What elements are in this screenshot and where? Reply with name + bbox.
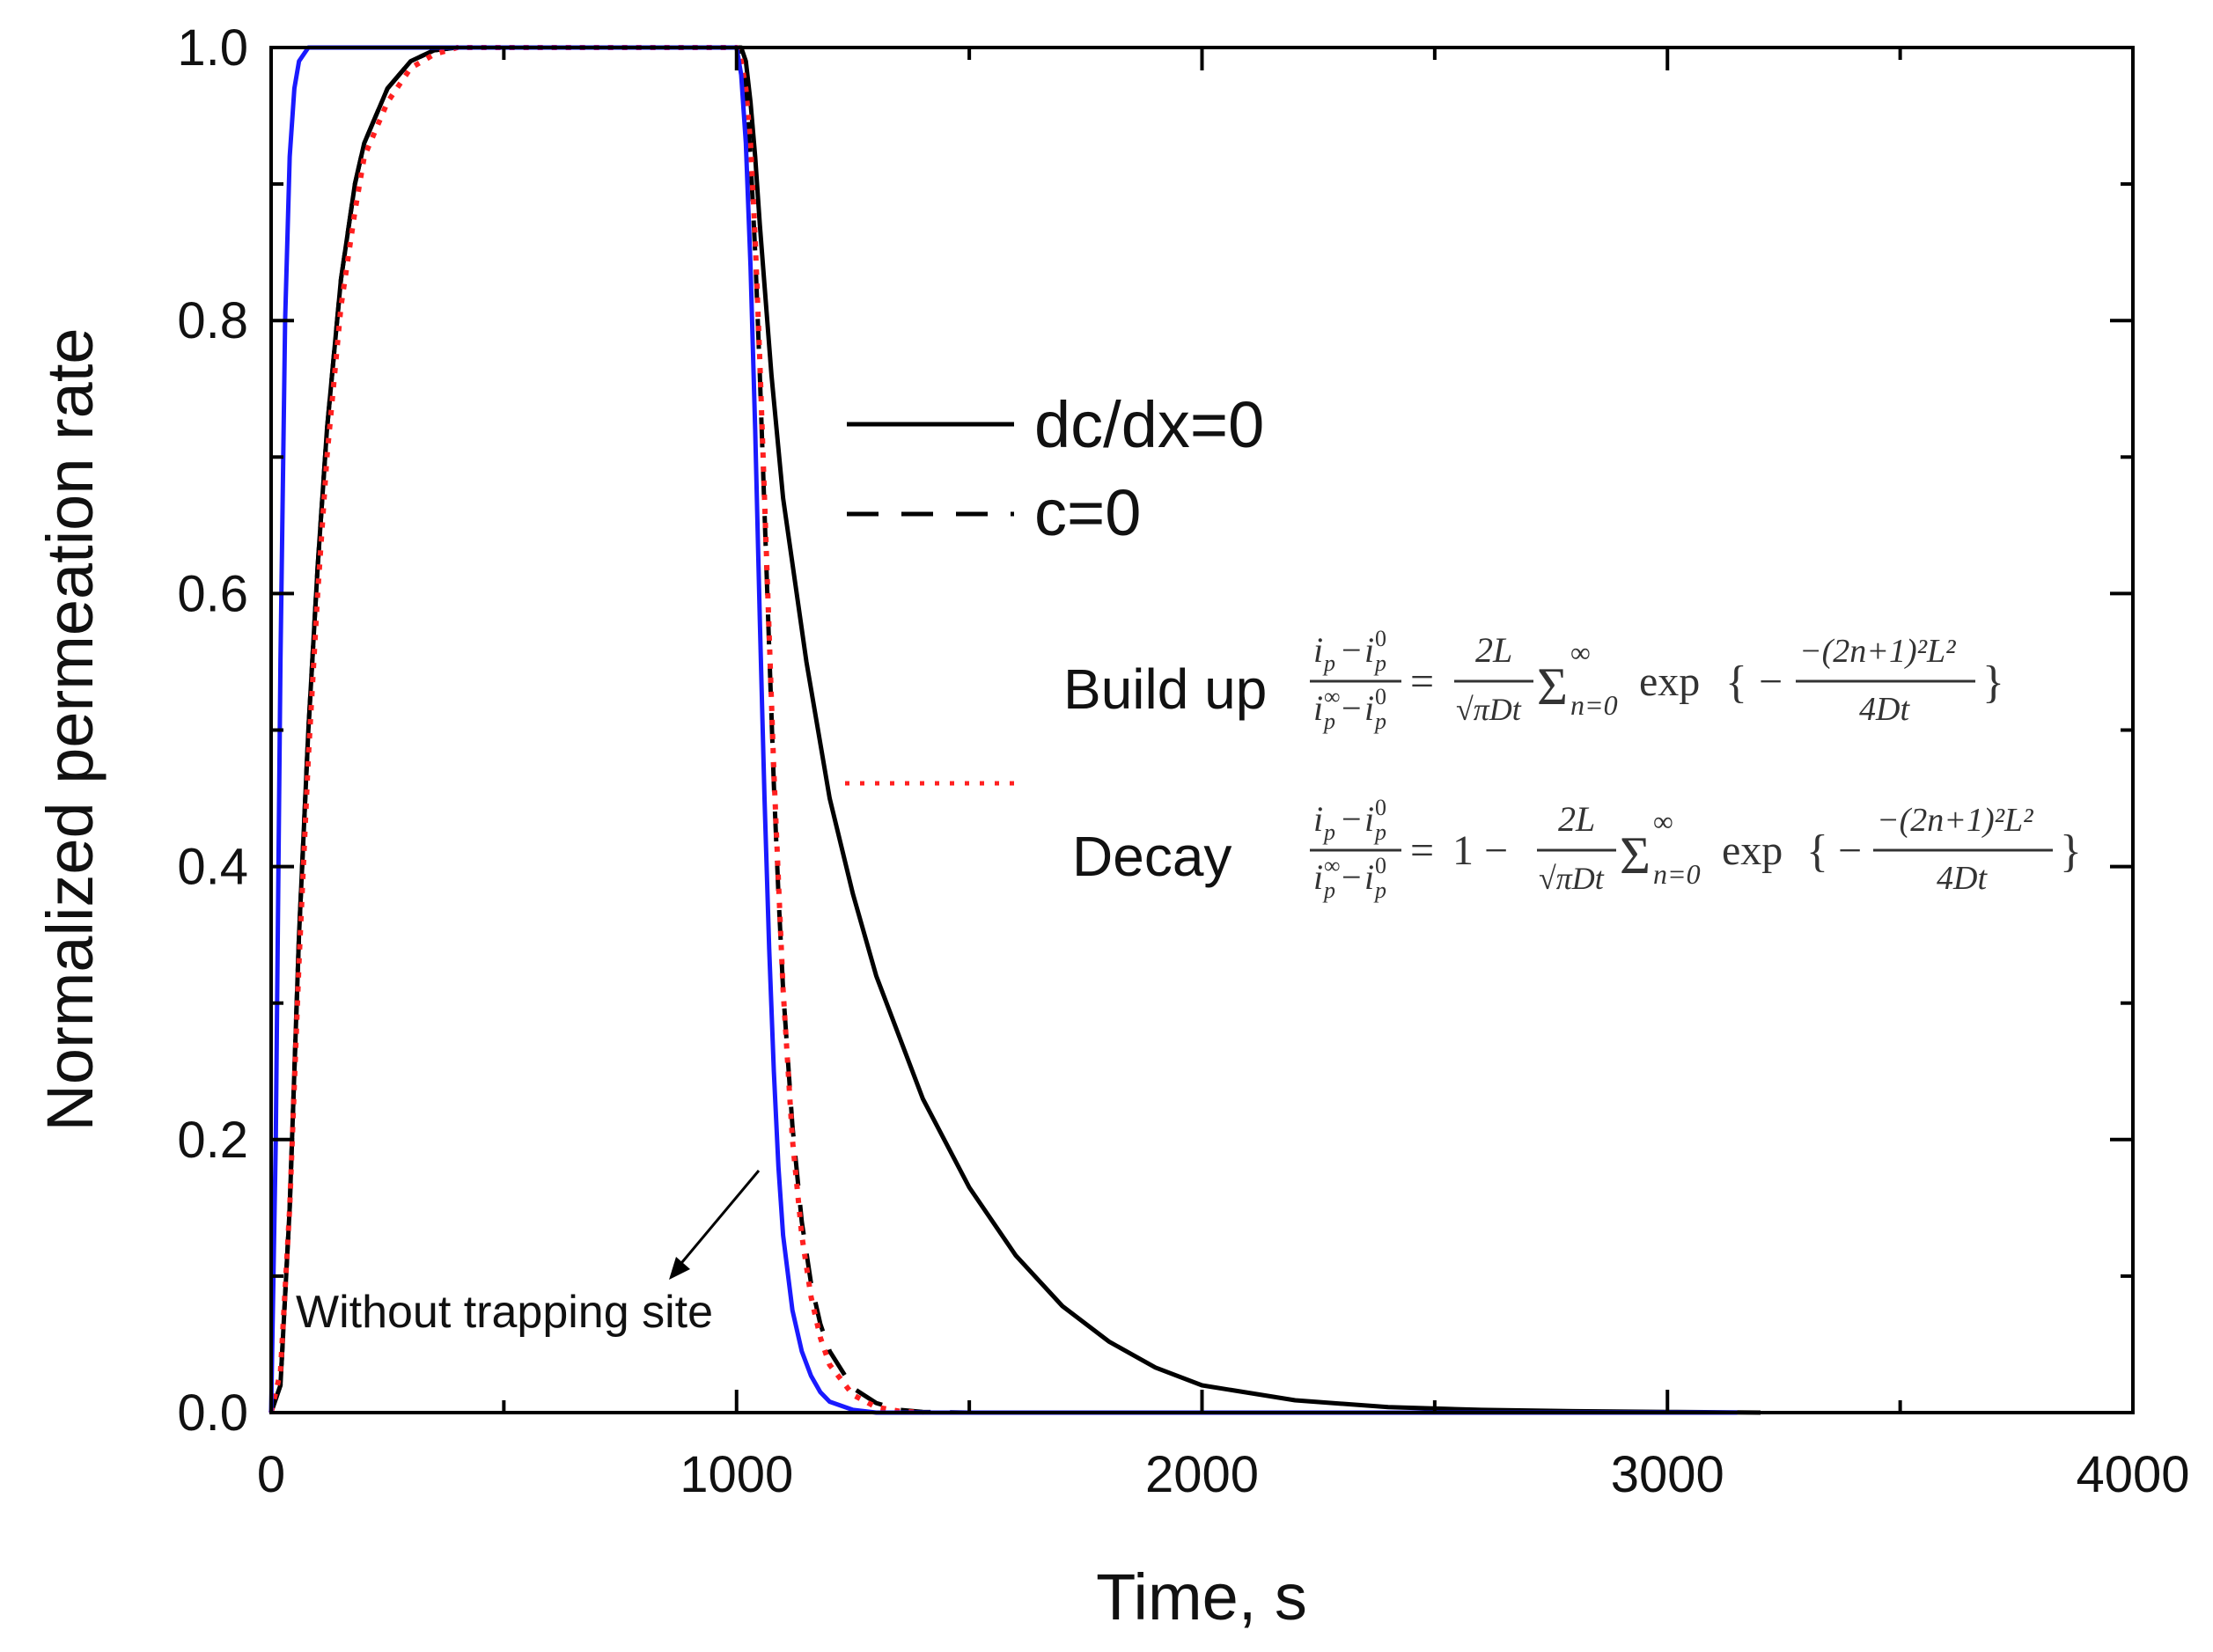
axis-tick-labels: 0 1000 2000 3000 4000 0.0 0.2 0.4 0.6 0.8 1.0 bbox=[177, 19, 2189, 1503]
y-axis-title: Normalized permeation rate bbox=[33, 327, 107, 1131]
x-tick-label: 3000 bbox=[1611, 1446, 1724, 1503]
eq2-num-minus: − bbox=[1342, 799, 1362, 839]
eq2-num-i2: i bbox=[1364, 799, 1374, 839]
eq2-exp: exp bbox=[1722, 827, 1783, 874]
eq1-exp-num: −(2n+1)²L² bbox=[1799, 633, 1956, 670]
annotation-arrow-line bbox=[676, 1170, 761, 1268]
x-tick-label: 2000 bbox=[1145, 1446, 1259, 1503]
eq1-brace-close: } bbox=[1982, 657, 2004, 708]
series-line-dc-dx-0 bbox=[268, 45, 1761, 1415]
eq2-num-sup2: 0 bbox=[1375, 795, 1386, 820]
eq1-den-minus: − bbox=[1342, 688, 1362, 728]
eq1-exp: exp bbox=[1639, 658, 1700, 705]
legend: dc/dx=0 c=0 bbox=[847, 388, 1264, 549]
eq1-sigma-low: n=0 bbox=[1570, 689, 1618, 721]
eq2-den-i: i bbox=[1313, 857, 1323, 897]
eq2-num-sub: p bbox=[1322, 819, 1335, 845]
eq2-sqrt: √πDt bbox=[1539, 861, 1605, 896]
eq1-den-sub: p bbox=[1322, 709, 1335, 734]
plot-curves bbox=[268, 45, 1761, 1415]
axis-ticks bbox=[269, 46, 2135, 1414]
eq2-2L: 2L bbox=[1558, 799, 1595, 839]
eq1-den-i2: i bbox=[1364, 688, 1374, 728]
eq1-den-i: i bbox=[1313, 688, 1323, 728]
eq2-one-minus: 1 − bbox=[1452, 827, 1508, 874]
x-tick-label: 0 bbox=[257, 1446, 285, 1503]
series-line-analytical-fit bbox=[268, 45, 923, 1415]
buildup-equation: Build up i p − i p 0 i ∞ p − i p 0 = 2L … bbox=[1063, 626, 2004, 734]
eq2-sigma-low: n=0 bbox=[1653, 858, 1701, 890]
y-tick-label: 0.2 bbox=[177, 1112, 248, 1169]
series-line-without-trapping-site bbox=[268, 45, 1738, 1415]
legend-label-solid: dc/dx=0 bbox=[1034, 388, 1264, 461]
series-line-c-0 bbox=[268, 45, 970, 1415]
eq1-num-sub: p bbox=[1322, 650, 1335, 676]
eq1-sqrt: √πDt bbox=[1456, 692, 1522, 727]
eq2-den-sub: p bbox=[1322, 877, 1335, 903]
eq1-num-sub2: p bbox=[1373, 650, 1386, 676]
decay-equation: Decay i p − i p 0 i ∞ p − i p 0 = 1 − 2L… bbox=[1072, 795, 2082, 903]
eq1-brace-open: { bbox=[1725, 657, 1747, 708]
eq2-sigma-up: ∞ bbox=[1653, 805, 1673, 837]
y-tick-label: 0.6 bbox=[177, 565, 248, 622]
eq2-num-i: i bbox=[1313, 799, 1323, 839]
eq1-exp-den: 4Dt bbox=[1859, 691, 1910, 728]
eq2-den-sub2: p bbox=[1373, 877, 1386, 903]
eq2-exp-den: 4Dt bbox=[1937, 860, 1988, 897]
eq2-brace-close: } bbox=[2060, 826, 2082, 877]
x-tick-label: 4000 bbox=[2076, 1446, 2189, 1503]
y-tick-label: 1.0 bbox=[177, 19, 248, 77]
eq1-sigma: Σ bbox=[1537, 657, 1568, 716]
eq2-brace-open: { bbox=[1806, 826, 1828, 877]
annotation-without-trapping: Without trapping site bbox=[296, 1170, 761, 1338]
y-tick-label: 0.4 bbox=[177, 839, 248, 896]
eq1-num-i2: i bbox=[1364, 630, 1374, 670]
eq2-num-sub2: p bbox=[1373, 819, 1386, 845]
eq1-neg: − bbox=[1759, 658, 1783, 705]
plot-frame bbox=[269, 46, 2135, 1414]
eq2-sigma: Σ bbox=[1620, 826, 1651, 885]
x-tick-label: 1000 bbox=[680, 1446, 793, 1503]
eq1-den-sup2: 0 bbox=[1375, 684, 1386, 709]
eq2-neg: − bbox=[1838, 827, 1862, 874]
y-tick-label: 0.0 bbox=[177, 1384, 248, 1442]
eq1-num-minus: − bbox=[1342, 630, 1362, 670]
eq2-den-sup2: 0 bbox=[1375, 853, 1386, 878]
eq1-den-sub2: p bbox=[1373, 709, 1386, 734]
buildup-label: Build up bbox=[1063, 657, 1267, 721]
annotation-label: Without trapping site bbox=[296, 1287, 713, 1338]
eq2-equals: = bbox=[1410, 827, 1434, 874]
legend-label-dashed: c=0 bbox=[1034, 476, 1141, 549]
eq1-sigma-up: ∞ bbox=[1570, 636, 1591, 668]
eq1-num-sup2: 0 bbox=[1375, 626, 1386, 651]
eq1-equals: = bbox=[1410, 658, 1434, 705]
eq1-den-sup: ∞ bbox=[1324, 684, 1341, 709]
eq1-2L: 2L bbox=[1475, 630, 1512, 670]
eq2-den-minus: − bbox=[1342, 857, 1362, 897]
decay-label: Decay bbox=[1072, 825, 1231, 888]
eq2-den-i2: i bbox=[1364, 857, 1374, 897]
eq2-den-sup: ∞ bbox=[1324, 853, 1341, 878]
annotation-arrowhead bbox=[669, 1257, 690, 1280]
y-tick-label: 0.8 bbox=[177, 292, 248, 349]
eq2-exp-num: −(2n+1)²L² bbox=[1877, 802, 2033, 839]
eq1-num-i: i bbox=[1313, 630, 1323, 670]
x-axis-title: Time, s bbox=[1096, 1560, 1307, 1634]
